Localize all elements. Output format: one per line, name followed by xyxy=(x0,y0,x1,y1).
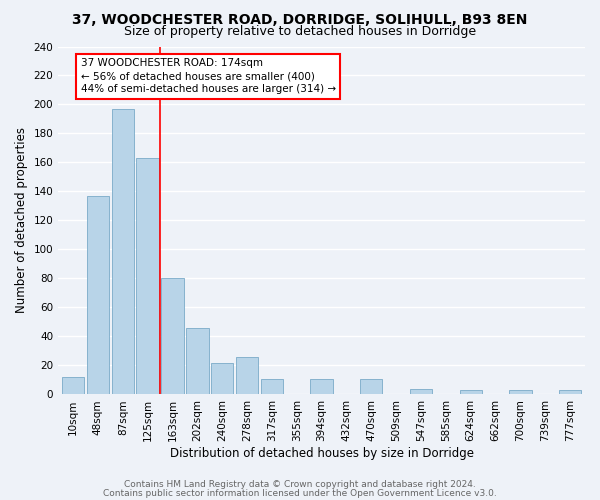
Bar xyxy=(62,377,84,394)
Bar xyxy=(136,158,159,394)
Bar xyxy=(260,378,283,394)
Bar xyxy=(112,109,134,395)
Bar xyxy=(360,378,382,394)
Text: Size of property relative to detached houses in Dorridge: Size of property relative to detached ho… xyxy=(124,25,476,38)
Text: Contains HM Land Registry data © Crown copyright and database right 2024.: Contains HM Land Registry data © Crown c… xyxy=(124,480,476,489)
Bar xyxy=(186,328,209,394)
Bar xyxy=(161,278,184,394)
Bar xyxy=(236,357,258,395)
Bar xyxy=(310,378,333,394)
Text: 37 WOODCHESTER ROAD: 174sqm
← 56% of detached houses are smaller (400)
44% of se: 37 WOODCHESTER ROAD: 174sqm ← 56% of det… xyxy=(80,58,335,94)
Bar xyxy=(410,388,432,394)
Bar xyxy=(87,196,109,394)
Text: Contains public sector information licensed under the Open Government Licence v3: Contains public sector information licen… xyxy=(103,488,497,498)
Bar xyxy=(559,390,581,394)
Bar xyxy=(211,362,233,394)
X-axis label: Distribution of detached houses by size in Dorridge: Distribution of detached houses by size … xyxy=(170,447,473,460)
Y-axis label: Number of detached properties: Number of detached properties xyxy=(15,128,28,314)
Bar xyxy=(460,390,482,394)
Text: 37, WOODCHESTER ROAD, DORRIDGE, SOLIHULL, B93 8EN: 37, WOODCHESTER ROAD, DORRIDGE, SOLIHULL… xyxy=(73,12,527,26)
Bar xyxy=(509,390,532,394)
